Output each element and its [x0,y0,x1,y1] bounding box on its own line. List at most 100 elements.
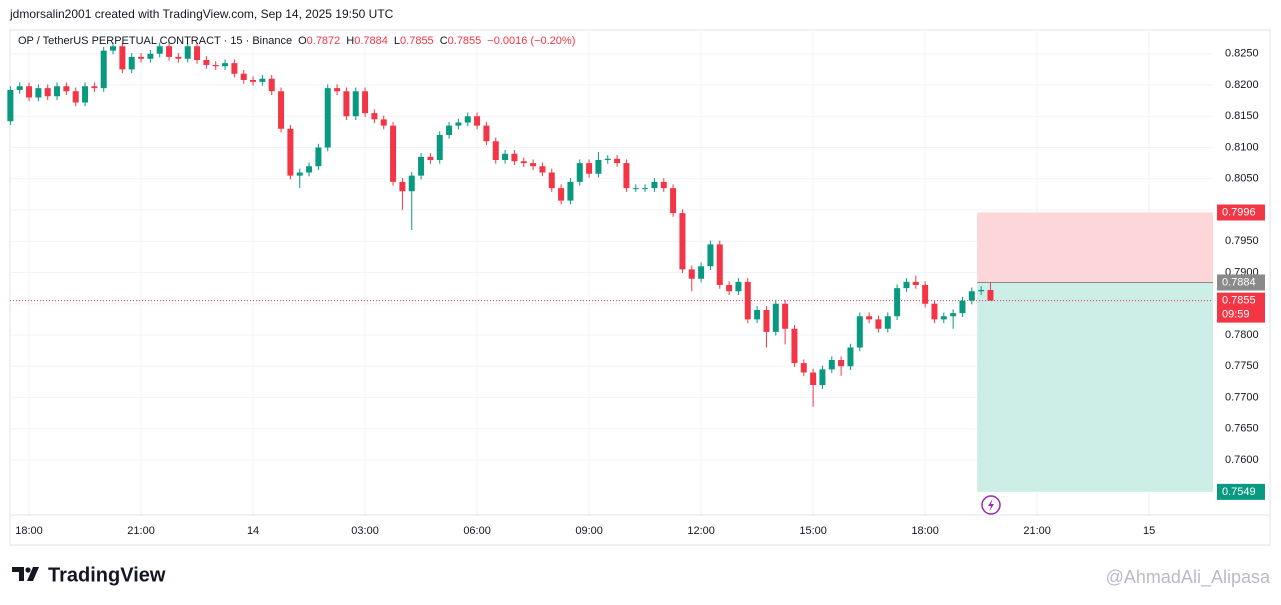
candle-body [72,91,79,103]
candle-body [324,88,331,148]
candle-body [539,166,546,173]
candle-body [838,360,845,367]
candle-body [166,46,173,57]
candle-body [212,65,219,67]
candle-body [184,46,191,59]
chart-frame [9,29,1271,546]
candle-body [278,91,285,129]
logo-slash [27,567,39,581]
legend-key: O [298,35,307,47]
candle-body [418,156,425,176]
alert-icon [981,495,1001,515]
candle-body [950,313,957,317]
candle-body [530,163,537,167]
candle-body [100,50,107,89]
candle-body [847,347,854,367]
candle-body [371,113,378,120]
candle-body [464,116,471,123]
candle-body [679,213,686,270]
alert-bolt [988,499,994,511]
candle-body [474,116,481,126]
x-tick-label: 09:00 [575,525,603,537]
logo-dot [25,567,31,573]
x-tick-label: 06:00 [463,525,491,537]
candle-body [576,163,583,182]
candle-body [287,128,294,176]
candle-body [894,288,901,317]
candle-body [716,244,723,285]
candle-body [959,300,966,314]
candle-body [362,91,369,114]
candle-body [455,122,462,126]
brand: TradingView [48,564,166,586]
candle-body [119,46,126,70]
legend-key: H [346,35,355,47]
candle-body [754,310,761,320]
legend-key: C [439,35,448,47]
candle-body [483,125,490,142]
legend-change: −0.0016 (−0.20%) [487,35,576,47]
x-tick-label: 21:00 [127,525,155,537]
candle-body [735,281,742,292]
candle-body [352,91,359,117]
candle-body [194,46,201,60]
candle-body [987,290,994,301]
candle-body [315,147,322,167]
candle-body [54,86,61,97]
candle-body [492,141,499,160]
candle-body [875,319,882,329]
candle-body [44,88,51,97]
candle-body [978,290,985,292]
candle-body [763,310,770,332]
candle-body [203,60,210,65]
candle-body [931,303,938,320]
candle-body [222,63,229,67]
candle-body [7,90,14,122]
candle-body [436,135,443,160]
candle-body [520,161,527,164]
target-price-label-box [1217,483,1265,500]
entry-price-label: 0.7884 [1222,276,1256,288]
y-tick-label: 0.7800 [1225,329,1259,341]
x-tick-label: 18:00 [15,525,43,537]
candle-body [16,86,23,90]
y-tick-label: 0.7750 [1225,360,1259,372]
candle-body [91,86,98,89]
candle-body [688,269,695,279]
x-tick-label: 21:00 [1023,525,1051,537]
target-price-label: 0.7549 [1222,486,1256,498]
candle-body [259,78,266,82]
target-zone [977,282,1213,492]
candle-body [138,56,145,59]
y-tick-label: 0.8200 [1225,79,1259,91]
x-tick-label: 15 [1143,525,1155,537]
candle-body [670,188,677,214]
candle-body [558,188,565,201]
symbol-legend: OP / TetherUS PERPETUAL CONTRACT · 15 · … [18,35,581,47]
axes: 0.76000.76500.77000.77500.78000.78500.79… [10,48,1270,537]
candle-body [390,125,397,182]
stop-price-label: 0.7996 [1222,206,1256,218]
logo-seven [12,567,24,581]
entry-price-label-box [1217,274,1265,291]
candle-body [156,46,163,54]
legend-value: 0.7872 [306,35,341,47]
legend-value: 0.7855 [447,35,482,47]
x-tick-label: 03:00 [351,525,379,537]
watermark: @AhmadAli_Alipasa [1106,567,1271,588]
legend-value: 0.7855 [400,35,434,47]
candle-body [175,56,182,59]
candle-body [866,316,873,320]
candle-body [240,73,247,80]
candle-body [82,86,89,103]
candle-body [912,281,919,285]
candle-body [800,363,807,373]
candle-body [380,119,387,126]
candle-body [306,166,313,173]
candle-body [511,153,518,162]
candle-body [968,291,975,301]
candle-body [110,46,117,51]
stop-zone [977,212,1213,283]
candle-body [856,316,863,348]
